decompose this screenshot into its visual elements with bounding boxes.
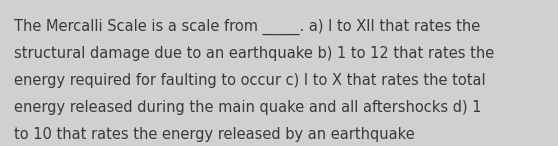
- Text: energy released during the main quake and all aftershocks d) 1: energy released during the main quake an…: [14, 100, 482, 115]
- Text: energy required for faulting to occur c) I to X that rates the total: energy required for faulting to occur c)…: [14, 73, 485, 88]
- Text: structural damage due to an earthquake b) 1 to 12 that rates the: structural damage due to an earthquake b…: [14, 46, 494, 61]
- Text: to 10 that rates the energy released by an earthquake: to 10 that rates the energy released by …: [14, 127, 415, 142]
- Text: The Mercalli Scale is a scale from _____. a) I to XII that rates the: The Mercalli Scale is a scale from _____…: [14, 19, 480, 35]
